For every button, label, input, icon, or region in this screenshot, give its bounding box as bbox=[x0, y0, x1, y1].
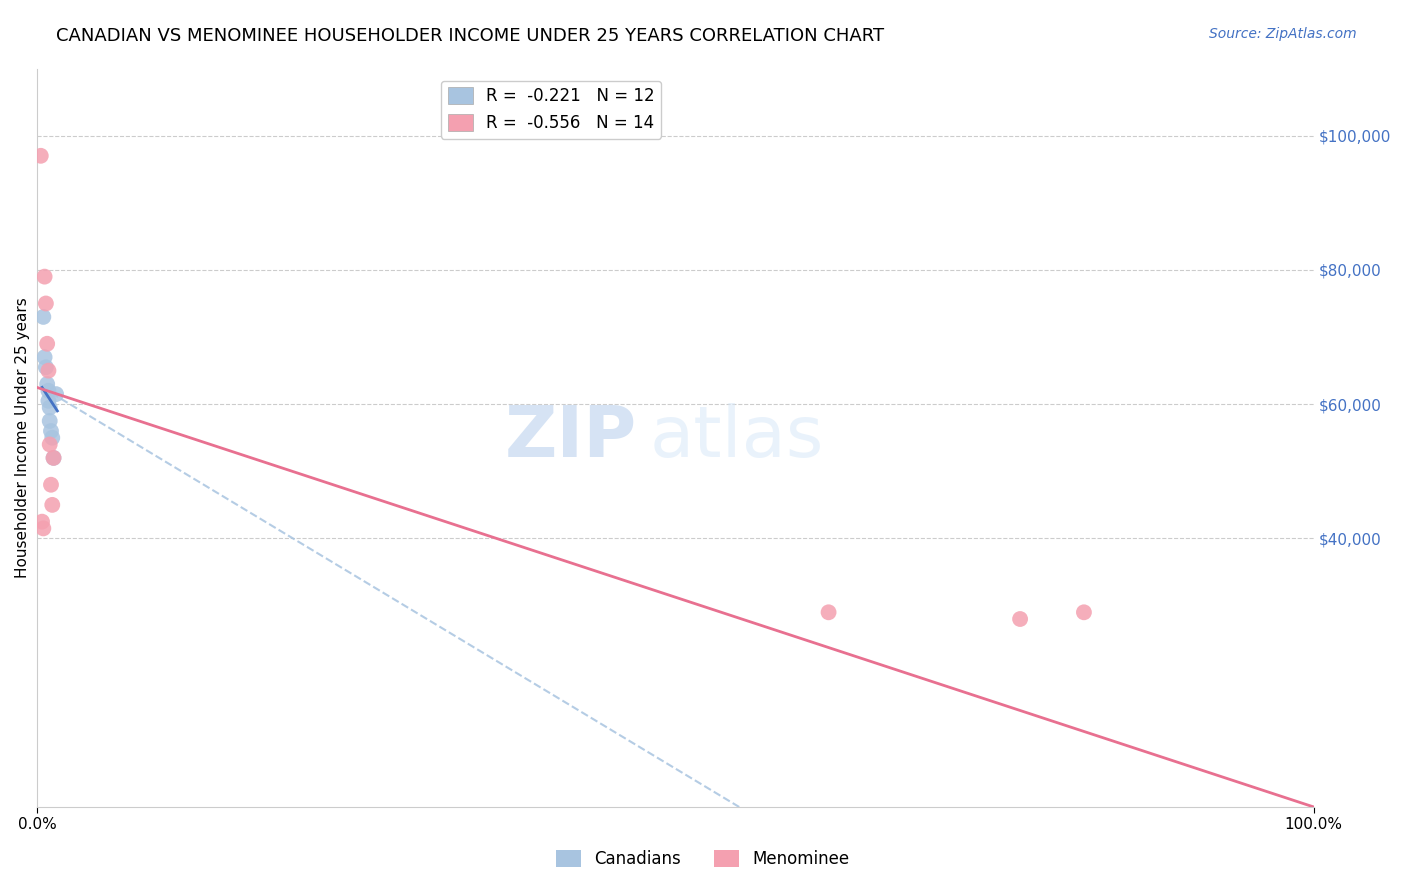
Point bbox=[817, 605, 839, 619]
Point bbox=[37, 363, 59, 377]
Point bbox=[32, 310, 55, 324]
Point bbox=[34, 350, 56, 364]
Point bbox=[37, 377, 59, 392]
Text: ZIP: ZIP bbox=[505, 403, 637, 472]
Point bbox=[39, 477, 62, 491]
Point bbox=[37, 393, 59, 408]
Point bbox=[42, 450, 65, 465]
Point bbox=[42, 450, 65, 465]
Text: Source: ZipAtlas.com: Source: ZipAtlas.com bbox=[1209, 27, 1357, 41]
Point bbox=[30, 149, 52, 163]
Text: atlas: atlas bbox=[650, 403, 824, 472]
Point bbox=[45, 387, 67, 401]
Point bbox=[1010, 612, 1032, 626]
Y-axis label: Householder Income Under 25 years: Householder Income Under 25 years bbox=[15, 297, 30, 578]
Point bbox=[41, 431, 63, 445]
Point bbox=[38, 414, 60, 428]
Point bbox=[38, 401, 60, 415]
Point bbox=[39, 424, 62, 438]
Point bbox=[38, 437, 60, 451]
Legend: R =  -0.221   N = 12, R =  -0.556   N = 14: R = -0.221 N = 12, R = -0.556 N = 14 bbox=[441, 80, 661, 138]
Point bbox=[32, 521, 55, 535]
Point bbox=[1073, 605, 1095, 619]
Legend: Canadians, Menominee: Canadians, Menominee bbox=[550, 843, 856, 875]
Point bbox=[35, 360, 58, 375]
Text: CANADIAN VS MENOMINEE HOUSEHOLDER INCOME UNDER 25 YEARS CORRELATION CHART: CANADIAN VS MENOMINEE HOUSEHOLDER INCOME… bbox=[56, 27, 884, 45]
Point bbox=[34, 269, 56, 284]
Point bbox=[35, 296, 58, 310]
Point bbox=[37, 336, 59, 351]
Point bbox=[37, 384, 59, 398]
Point bbox=[41, 498, 63, 512]
Point bbox=[31, 515, 53, 529]
